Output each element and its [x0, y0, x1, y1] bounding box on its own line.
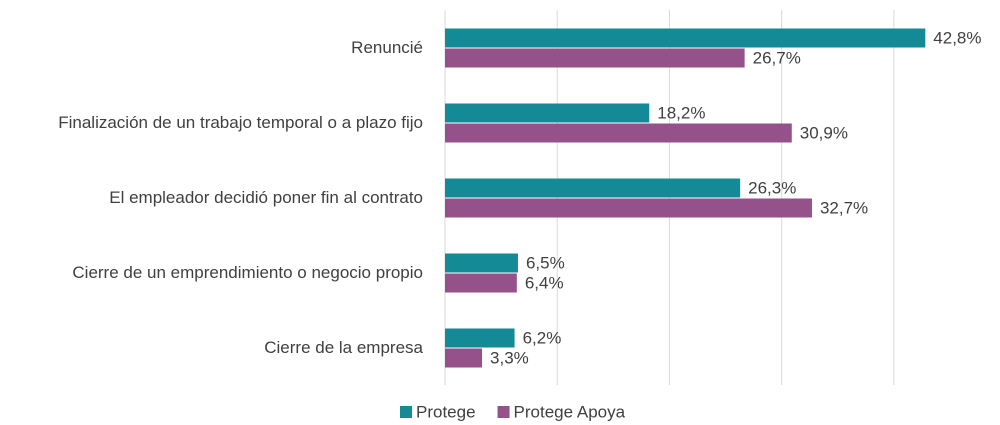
legend-label: Protege	[416, 402, 476, 421]
bar	[445, 253, 518, 273]
y-tick-label: El empleador decidió poner fin al contra…	[109, 187, 423, 207]
bar	[445, 328, 515, 348]
bar	[445, 123, 792, 143]
legend-swatch	[497, 406, 510, 418]
value-label: 6,4%	[525, 273, 564, 292]
value-label: 26,7%	[753, 48, 801, 67]
value-label: 32,7%	[820, 198, 868, 217]
value-label: 18,2%	[657, 103, 705, 122]
category-label-box: Cierre de la empresa	[3, 333, 423, 363]
value-label: 26,3%	[748, 178, 796, 197]
category-label-box: Finalización de un trabajo temporal o a …	[3, 108, 423, 138]
value-label: 6,2%	[523, 328, 562, 347]
bar	[445, 348, 483, 368]
bar	[445, 28, 926, 48]
category-label-box: Renuncié	[3, 33, 423, 63]
y-tick-label: Finalización de un trabajo temporal o a …	[58, 112, 423, 132]
value-label: 3,3%	[490, 348, 529, 367]
y-tick-label: Renuncié	[351, 37, 423, 57]
category-label-box: Cierre de un emprendimiento o negocio pr…	[3, 258, 423, 288]
legend-label: Protege Apoya	[514, 402, 626, 421]
value-label: 6,5%	[526, 253, 565, 272]
bar	[445, 103, 650, 123]
bar	[445, 198, 812, 218]
legend-swatch	[400, 406, 412, 418]
bar	[445, 273, 517, 293]
bar	[445, 178, 741, 198]
y-tick-label: Cierre de la empresa	[264, 337, 423, 357]
category-label-box: El empleador decidió poner fin al contra…	[3, 183, 423, 213]
y-tick-label: Cierre de un emprendimiento o negocio pr…	[72, 262, 423, 282]
bar	[445, 48, 745, 68]
value-label: 42,8%	[933, 28, 981, 47]
value-label: 30,9%	[800, 123, 848, 142]
